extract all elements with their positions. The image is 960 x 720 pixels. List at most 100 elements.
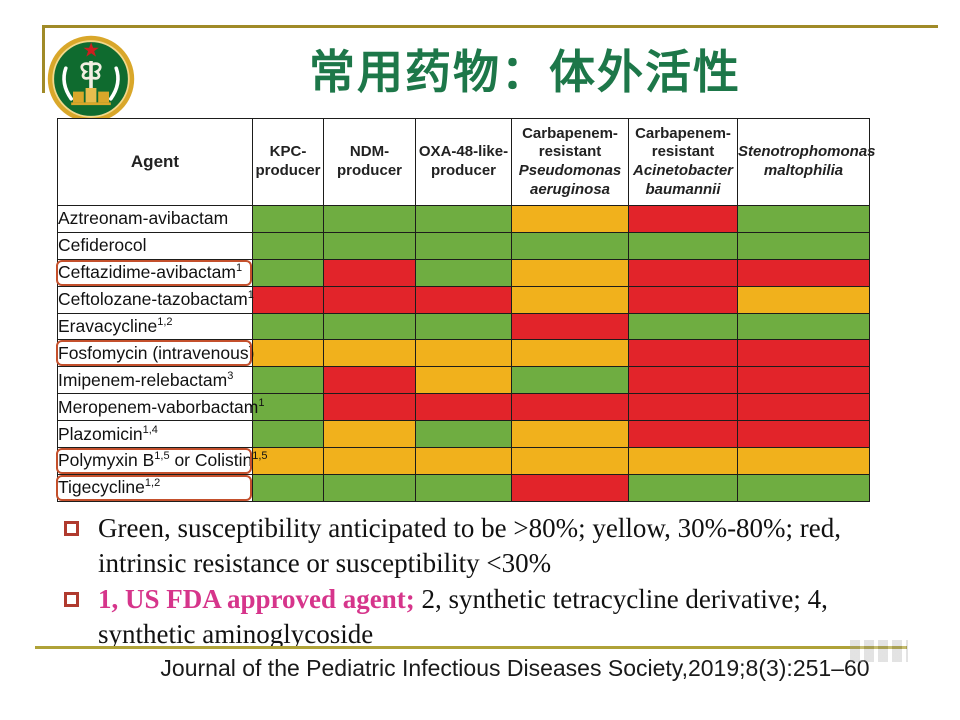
column-header: OXA-48-like- producer	[415, 118, 512, 206]
activity-cell	[511, 312, 629, 341]
in-vitro-activity-table: Agent KPC- producer NDM- producer OXA-48-li…	[56, 118, 876, 502]
activity-cell	[628, 285, 738, 314]
activity-cell	[323, 285, 416, 314]
activity-cell	[323, 312, 416, 341]
activity-cell	[628, 205, 738, 233]
table-row: Fosfomycin (intravenous)	[56, 339, 870, 368]
activity-cell	[511, 447, 629, 475]
activity-cell	[737, 312, 870, 341]
legend-notes: Green, susceptibility anticipated to be …	[62, 511, 920, 653]
activity-cell	[511, 366, 629, 395]
activity-cell	[737, 420, 870, 449]
activity-cell	[415, 473, 512, 502]
activity-cell	[415, 312, 512, 341]
activity-cell	[737, 366, 870, 395]
activity-cell	[252, 366, 324, 395]
journal-citation: Journal of the Pediatric Infectious Dise…	[160, 655, 870, 681]
activity-cell	[628, 258, 738, 287]
activity-cell	[628, 366, 738, 395]
activity-cell	[323, 420, 416, 449]
table-row: Imipenem-relebactam3	[57, 366, 870, 395]
activity-cell	[628, 473, 738, 502]
table-row: Aztreonam-avibactam	[57, 205, 870, 233]
agent-label: Meropenem-vaborbactam1	[57, 393, 265, 422]
bullet-square-icon	[64, 521, 79, 536]
column-header: Stenotrophomonas maltophilia	[737, 118, 876, 206]
activity-cell	[323, 205, 416, 233]
activity-cell	[252, 231, 324, 260]
fda-callout-box	[56, 340, 252, 367]
activity-cell	[737, 339, 870, 368]
agent-label: Fosfomycin (intravenous)	[56, 339, 254, 368]
agent-label: Eravacycline1,2	[57, 312, 253, 341]
activity-cell	[415, 339, 512, 368]
activity-cell	[323, 473, 416, 502]
gold-frame-top-line	[42, 25, 938, 28]
activity-cell	[252, 205, 324, 233]
slide-title: 常用药物：体外活性	[309, 46, 741, 98]
activity-cell	[737, 393, 870, 422]
bullet-square-icon	[64, 592, 79, 607]
table-row: Ceftolozane-tazobactam1	[57, 285, 870, 314]
footer-divider-line	[35, 646, 907, 649]
agent-label: Plazomicin1,4	[57, 420, 253, 449]
agent-label: Ceftolozane-tazobactam1	[57, 285, 254, 314]
activity-cell	[415, 447, 512, 475]
table-row: Eravacycline1,2	[57, 312, 870, 341]
activity-cell	[323, 366, 416, 395]
activity-cell	[628, 447, 738, 475]
activity-cell	[511, 339, 629, 368]
activity-cell	[511, 285, 629, 314]
activity-cell	[415, 393, 512, 422]
activity-cell	[323, 447, 416, 475]
activity-cell	[628, 231, 738, 260]
activity-cell	[511, 473, 629, 502]
activity-cell	[737, 231, 870, 260]
activity-cell	[415, 258, 512, 287]
table-row: Meropenem-vaborbactam1	[57, 393, 870, 422]
column-header: Agent	[57, 118, 253, 206]
activity-cell	[323, 258, 416, 287]
activity-cell	[415, 231, 512, 260]
agent-label: Polymyxin B1,5 or Colistin1,5	[56, 447, 268, 475]
activity-cell	[628, 312, 738, 341]
agent-label: Ceftazidime-avibactam1	[56, 258, 253, 287]
agent-label: Imipenem-relebactam3	[57, 366, 253, 395]
activity-cell	[252, 420, 324, 449]
activity-cell	[415, 366, 512, 395]
table-row: Cefiderocol	[57, 231, 870, 260]
activity-cell	[628, 393, 738, 422]
column-header: Carbapenem- resistant Acinetobacter bauma…	[628, 118, 738, 206]
column-header: KPC- producer	[252, 118, 324, 206]
table-row: Tigecycline1,2	[56, 473, 870, 502]
agent-label: Cefiderocol	[57, 231, 253, 260]
activity-cell	[737, 205, 870, 233]
activity-cell	[252, 312, 324, 341]
note-text: Green, susceptibility anticipated to be …	[98, 513, 842, 578]
activity-cell	[252, 393, 324, 422]
fda-callout-box	[56, 259, 252, 286]
activity-cell	[323, 231, 416, 260]
activity-cell	[737, 447, 870, 475]
activity-cell	[252, 473, 324, 502]
note-text: 2, synthetic tetracycline derivative; 4,…	[98, 584, 828, 649]
activity-cell	[415, 420, 512, 449]
activity-cell	[323, 393, 416, 422]
fda-approved-text: 1, US FDA approved agent;	[98, 584, 415, 614]
table-header-row: Agent KPC- producer NDM- producer OXA-48-li…	[57, 118, 876, 206]
gold-frame-left-line	[42, 25, 45, 93]
activity-cell	[511, 393, 629, 422]
note-item: 1, US FDA approved agent; 2, synthetic t…	[62, 582, 920, 652]
note-item: Green, susceptibility anticipated to be …	[62, 511, 920, 581]
activity-cell	[511, 258, 629, 287]
hospital-logo-icon	[47, 35, 135, 123]
table-row: Ceftazidime-avibactam1	[56, 258, 870, 287]
activity-cell	[511, 420, 629, 449]
activity-cell	[252, 258, 324, 287]
activity-cell	[252, 339, 324, 368]
activity-cell	[252, 285, 324, 314]
activity-cell	[415, 205, 512, 233]
agent-label: Aztreonam-avibactam	[57, 205, 253, 233]
activity-cell	[511, 231, 629, 260]
activity-cell	[415, 285, 512, 314]
